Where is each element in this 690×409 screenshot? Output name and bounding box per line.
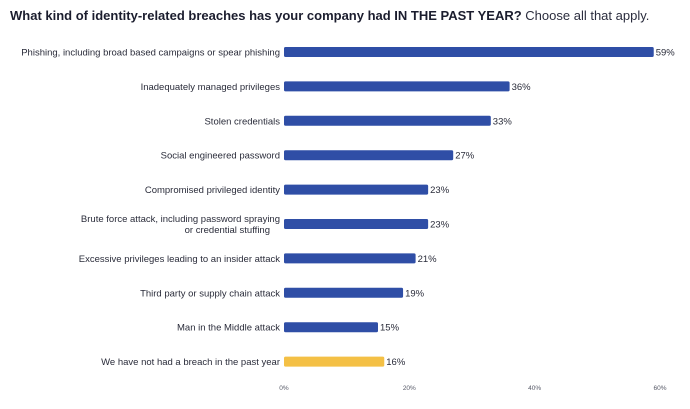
bar [284,253,416,264]
category-label-line: or credential stuffing [185,225,270,236]
value-label: 59% [656,48,676,59]
bar [284,287,404,298]
value-label: 27% [455,151,475,162]
value-label: 33% [493,116,513,127]
category-label-line: Social engineered password [161,151,280,162]
category-label: Stolen credentials [204,116,280,127]
chart-title-instruction: Choose all that apply. [525,8,650,23]
bar [284,150,454,161]
chart-title: What kind of identity-related breaches h… [10,8,685,24]
value-label: 36% [512,82,532,93]
x-tick-label: 20% [403,385,416,392]
bar [284,322,378,333]
x-axis-ticks: 0% 20% 40% 60% [279,385,666,392]
category-label: Brute force attack, including password s… [81,214,280,236]
x-tick-label: 60% [653,385,666,392]
x-tick-label: 0% [279,385,289,392]
category-label: Social engineered password [161,151,280,162]
chart-title-question: What kind of identity-related breaches h… [10,8,522,23]
bar [284,219,429,229]
value-label: 23% [430,220,450,231]
value-label: 16% [386,357,406,368]
value-label: 19% [405,288,425,299]
category-label: Man in the Middle attack [177,323,280,334]
category-labels: Phishing, including broad based campaign… [21,48,280,369]
category-label-line: Third party or supply chain attack [140,288,280,299]
category-label-line: We have not had a breach in the past yea… [101,357,280,368]
category-label-line: Compromised privileged identity [145,185,280,196]
category-label-line: Inadequately managed privileges [141,82,281,93]
bar [284,356,385,367]
bar [284,47,654,57]
category-label-line: Brute force attack, including password s… [81,214,280,225]
category-label: Phishing, including broad based campaign… [21,48,280,59]
category-label: Third party or supply chain attack [140,288,280,299]
category-label-line: Phishing, including broad based campaign… [21,48,280,59]
bar [284,81,510,92]
value-label: 21% [418,254,438,265]
category-label: Excessive privileges leading to an insid… [79,254,280,265]
category-label-line: Stolen credentials [204,116,280,127]
bar [284,115,491,126]
category-label: Inadequately managed privileges [141,82,281,93]
x-tick-label: 40% [528,385,541,392]
value-label: 23% [430,185,450,196]
bars-layer [284,47,654,367]
category-label-line: Man in the Middle attack [177,323,280,334]
value-label: 15% [380,323,400,334]
category-label-line: Excessive privileges leading to an insid… [79,254,280,265]
category-label: We have not had a breach in the past yea… [101,357,280,368]
category-label: Compromised privileged identity [145,185,280,196]
bar [284,184,429,195]
value-labels: 59% 36% 33% 27% 23% 23% 21% 19% 15% 16% [380,48,675,369]
